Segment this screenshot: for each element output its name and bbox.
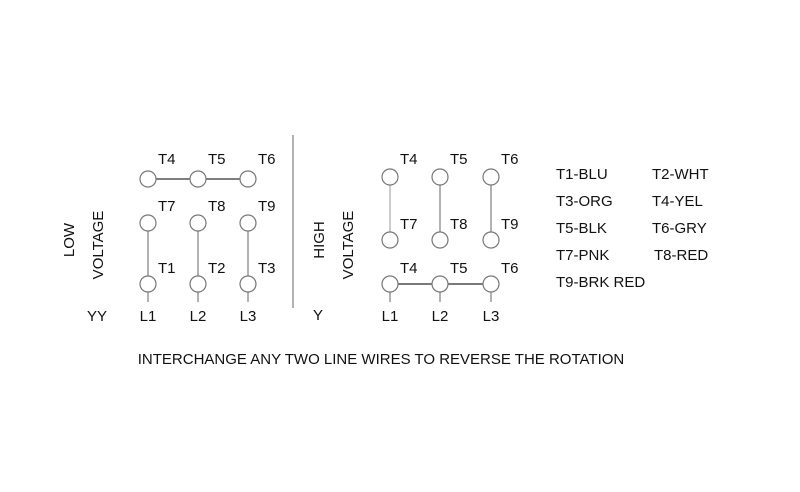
terminal-circle — [139, 170, 157, 188]
terminal-circle — [189, 275, 207, 293]
line-label: L1 — [140, 308, 157, 325]
low-connection-label: YY — [87, 308, 107, 325]
terminal-label: T5 — [450, 151, 468, 168]
high-title: HIGH — [311, 221, 328, 259]
terminal-circle — [482, 168, 500, 186]
terminal-label: T2 — [208, 260, 226, 277]
terminal-label: T4 — [400, 260, 418, 277]
legend-item: T9-BRK RED — [556, 274, 645, 291]
terminal-circle — [139, 275, 157, 293]
rotation-note: INTERCHANGE ANY TWO LINE WIRES TO REVERS… — [138, 351, 624, 368]
terminal-label: T5 — [208, 151, 226, 168]
terminal-circle — [239, 170, 257, 188]
terminal-label: T6 — [258, 151, 276, 168]
low-voltage-title: VOLTAGE — [90, 211, 107, 280]
line-label: L1 — [382, 308, 399, 325]
terminal-label: T5 — [450, 260, 468, 277]
terminal-label: T7 — [400, 216, 418, 233]
color-legend: T1-BLU T2-WHT T3-ORG T4-YEL T5-BLK T6-GR… — [556, 166, 709, 291]
terminal-label: T4 — [158, 151, 176, 168]
line-label: L3 — [240, 308, 257, 325]
high-voltage-group: HIGH VOLTAGE Y T4 T5 T6 T7 T8 T9 T4 T5 T6 L1 L2 L3 — [311, 151, 519, 325]
terminal-circle — [381, 231, 399, 249]
line-label: L2 — [190, 308, 207, 325]
terminal-circle — [189, 214, 207, 232]
terminal-label: T9 — [258, 198, 276, 215]
line-label: L2 — [432, 308, 449, 325]
legend-item: T2-WHT — [652, 166, 709, 183]
terminal-circle — [431, 275, 449, 293]
legend-item: T6-GRY — [652, 220, 707, 237]
terminal-label: T9 — [501, 216, 519, 233]
terminal-label: T8 — [208, 198, 226, 215]
terminal-circle — [381, 168, 399, 186]
low-title: LOW — [61, 222, 78, 257]
terminal-label: T6 — [501, 260, 519, 277]
low-voltage-group: LOW VOLTAGE YY T4 T5 T6 T7 T8 T9 T1 T2 T3 L1 L2 L3 — [61, 151, 276, 325]
terminal-label: T3 — [258, 260, 276, 277]
legend-item: T5-BLK — [556, 220, 607, 237]
terminal-circle — [381, 275, 399, 293]
terminal-label: T6 — [501, 151, 519, 168]
terminal-label: T7 — [158, 198, 176, 215]
terminal-circle — [431, 231, 449, 249]
terminal-circle — [139, 214, 157, 232]
legend-item: T3-ORG — [556, 193, 613, 210]
legend-item: T4-YEL — [652, 193, 703, 210]
terminal-label: T4 — [400, 151, 418, 168]
high-connection-label: Y — [313, 307, 323, 324]
legend-item: T1-BLU — [556, 166, 608, 183]
terminal-circle — [482, 275, 500, 293]
terminal-circle — [239, 275, 257, 293]
terminal-circle — [431, 168, 449, 186]
terminal-circle — [482, 231, 500, 249]
legend-item: T8-RED — [654, 247, 708, 264]
legend-item: T7-PNK — [556, 247, 609, 264]
high-voltage-title: VOLTAGE — [340, 211, 357, 280]
terminal-label: T8 — [450, 216, 468, 233]
terminal-circle — [239, 214, 257, 232]
terminal-label: T1 — [158, 260, 176, 277]
terminal-circle — [189, 170, 207, 188]
line-label: L3 — [483, 308, 500, 325]
